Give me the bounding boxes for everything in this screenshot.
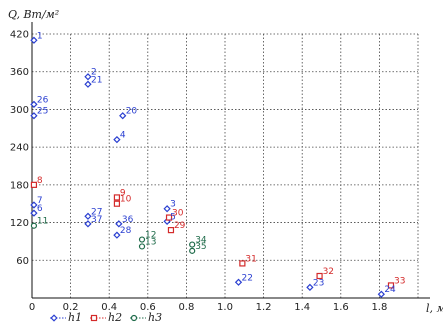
legend-label: h1 — [68, 311, 82, 324]
y-tick-label: 60 — [16, 256, 29, 267]
data-point-h2 — [30, 181, 38, 188]
data-point-h1 — [30, 100, 38, 109]
point-label: 27 — [91, 207, 102, 217]
y-tick-label: 240 — [10, 143, 29, 154]
data-point-h3 — [30, 222, 38, 229]
point-label: 34 — [195, 236, 207, 246]
data-point-h2 — [113, 200, 121, 207]
y-axis-label: Q, Вт/м² — [8, 8, 59, 21]
legend: h1 h2 h3 — [50, 311, 162, 324]
data-point-h1 — [115, 220, 123, 228]
data-point-h1 — [84, 220, 92, 228]
point-label: 32 — [323, 267, 334, 277]
x-tick-label: 1.4 — [294, 302, 310, 313]
data-point-h2 — [239, 260, 246, 267]
data-point-h1 — [113, 231, 121, 239]
point-label: 2 — [91, 68, 97, 78]
data-point-h1 — [119, 112, 127, 120]
data-point-h1 — [163, 205, 171, 213]
data-point-h3 — [189, 247, 196, 254]
point-label: 1 — [37, 31, 43, 41]
y-tick-label: 120 — [10, 218, 29, 229]
data-point-h2 — [387, 282, 395, 289]
axes — [31, 22, 430, 299]
point-label: 4 — [120, 131, 126, 141]
y-tick-label: 180 — [10, 180, 29, 191]
point-label: 22 — [242, 273, 253, 283]
point-label: 25 — [37, 107, 48, 117]
data-point-h1 — [30, 201, 38, 209]
legend-label: h2 — [108, 311, 122, 324]
point-label: 30 — [172, 209, 184, 219]
data-point-h1 — [84, 73, 92, 81]
point-label: 28 — [120, 226, 132, 236]
x-tick-label: 1.2 — [256, 302, 272, 313]
data-point-h1 — [234, 278, 243, 286]
data-point-h3 — [138, 243, 146, 250]
x-tick-label: 1.8 — [371, 302, 387, 313]
x-tick-label: 0.2 — [63, 302, 79, 313]
data-point-h1 — [84, 80, 92, 88]
point-label: 9 — [120, 188, 126, 198]
point-label: 31 — [245, 254, 256, 264]
legend-marker-h1 — [50, 314, 58, 322]
data-point-h2 — [165, 214, 173, 221]
data-point-h1 — [306, 283, 314, 291]
data-point-h3 — [138, 236, 146, 243]
legend-marker-h3 — [130, 314, 138, 322]
x-tick-label: 1.6 — [333, 302, 349, 313]
point-label: 36 — [122, 215, 134, 225]
point-label: 5 — [170, 212, 176, 222]
y-tick-label: 420 — [10, 30, 29, 41]
data-point-h1 — [30, 36, 38, 44]
point-label: 20 — [126, 107, 138, 117]
point-label: 12 — [145, 231, 156, 241]
data-point-h1 — [30, 112, 38, 120]
legend-marker-h2 — [90, 314, 98, 322]
point-label: 11 — [37, 217, 48, 227]
tick-labels: 0 0.2 0.4 0.6 0.8 1.0 1.2 1.4 1.6 1.8601201802403… — [10, 30, 387, 314]
y-tick-label: 360 — [10, 67, 29, 78]
data-point-h2 — [113, 194, 121, 201]
point-label: 35 — [195, 242, 206, 252]
data-point-h1 — [113, 135, 121, 144]
x-tick-label: 1.0 — [217, 302, 233, 313]
point-label: 6 — [37, 204, 43, 214]
point-label: 7 — [37, 196, 43, 206]
x-tick-label: 0.6 — [140, 302, 156, 313]
x-tick-label: 0.4 — [101, 302, 117, 313]
x-tick-label: 0.8 — [178, 302, 194, 313]
grid — [32, 33, 419, 298]
x-axis-label: l, м — [426, 302, 443, 315]
point-label: 24 — [384, 285, 396, 295]
point-label: 21 — [91, 75, 102, 85]
x-tick-label: 0 — [29, 302, 35, 313]
point-label: 10 — [120, 195, 132, 205]
data-point-h2 — [316, 272, 323, 280]
point-label: 13 — [145, 237, 156, 247]
point-label: 37 — [91, 215, 102, 225]
data-point-h1 — [30, 209, 38, 217]
point-label: 8 — [37, 176, 43, 186]
y-tick-label: 300 — [10, 105, 29, 116]
legend-label: h3 — [148, 311, 162, 324]
data-point-h3 — [189, 241, 196, 248]
data-point-h1 — [377, 290, 385, 298]
point-label: 33 — [394, 276, 405, 286]
point-label: 29 — [174, 221, 186, 231]
point-label: 23 — [313, 278, 324, 288]
point-label: 3 — [170, 200, 176, 210]
point-label: 26 — [37, 95, 49, 105]
data-points — [30, 36, 395, 298]
data-point-h2 — [167, 227, 175, 234]
data-point-h1 — [84, 212, 92, 220]
